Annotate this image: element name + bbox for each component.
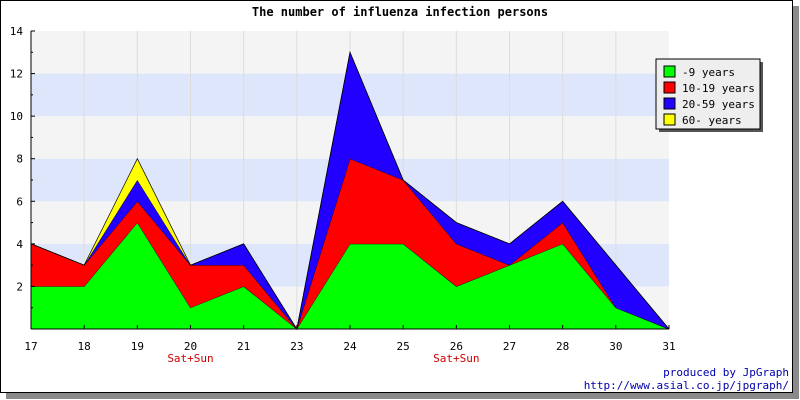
x-tick-label: 23	[290, 340, 303, 353]
area-series	[30, 51, 670, 330]
x-tick-label: 31	[662, 340, 675, 353]
x-tick-label: 21	[237, 340, 250, 353]
legend-swatch	[663, 65, 676, 78]
y-tick-label: 4	[16, 238, 23, 251]
weekend-label: Sat+Sun	[433, 352, 479, 365]
legend-label: 10-19 years	[682, 82, 755, 95]
area-20-59-years	[31, 52, 669, 330]
weekend-label: Sat+Sun	[167, 352, 213, 365]
frame-shadow-right	[793, 6, 799, 399]
x-tick-label: 20	[184, 340, 197, 353]
legend-swatch	[663, 113, 676, 126]
footer-credit: produced by JpGraph	[663, 366, 789, 379]
x-tick-label: 19	[131, 340, 144, 353]
y-tick-label: 14	[10, 25, 24, 38]
y-tick-label: 12	[10, 68, 23, 81]
chart-title: The number of influenza infection person…	[252, 5, 548, 19]
x-tick-label: 25	[397, 340, 410, 353]
legend-swatch	[663, 81, 676, 94]
area-9-years	[31, 222, 669, 329]
legend-swatch	[663, 97, 676, 110]
legend-label: 20-59 years	[682, 98, 755, 111]
y-tick-label: 6	[16, 195, 23, 208]
series-line	[30, 51, 670, 330]
x-tick-label: 28	[556, 340, 569, 353]
x-tick-label: 26	[450, 340, 463, 353]
x-tick-label: 30	[609, 340, 622, 353]
legend: -9 years 10-19 years 20-59 years 60- years	[655, 58, 763, 132]
x-tick-label: 24	[343, 340, 357, 353]
legend-label: 60- years	[682, 114, 742, 127]
x-tick-label: 18	[78, 340, 91, 353]
area-10-19-years	[31, 158, 669, 329]
y-tick-label: 8	[16, 153, 23, 166]
axes	[30, 30, 670, 330]
legend-label: -9 years	[682, 66, 735, 79]
frame-shadow-bottom	[6, 393, 799, 399]
y-tick-label: 10	[10, 110, 23, 123]
y-tick-label: 2	[16, 280, 23, 293]
footer-url: http://www.asial.co.jp/jpgraph/	[584, 379, 789, 392]
x-tick-label: 17	[24, 340, 37, 353]
x-tick-label: 27	[503, 340, 516, 353]
